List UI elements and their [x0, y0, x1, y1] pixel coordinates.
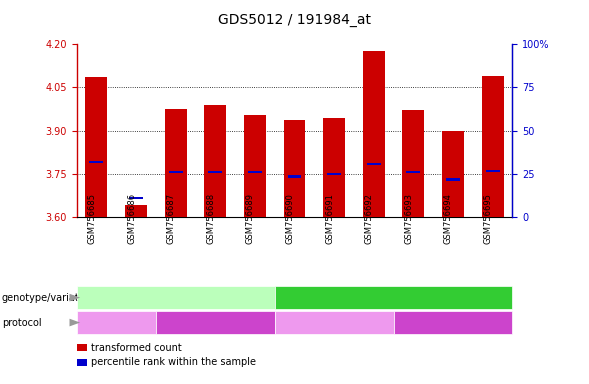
Text: genotype/variation: genotype/variation	[2, 293, 94, 303]
Text: ash-2 RNAi: ash-2 RNAi	[425, 318, 482, 328]
Bar	[363, 51, 385, 217]
Text: GSM756693: GSM756693	[405, 194, 413, 244]
Bar	[204, 104, 226, 217]
Bar	[248, 171, 262, 174]
Bar	[125, 205, 147, 217]
Text: GSM756691: GSM756691	[325, 194, 334, 244]
Text: GSM756686: GSM756686	[127, 193, 136, 245]
Bar	[442, 131, 464, 217]
Bar	[90, 161, 103, 164]
Bar	[367, 162, 380, 165]
Bar	[287, 175, 302, 178]
Bar	[327, 173, 341, 175]
Bar	[168, 171, 183, 174]
Text: empty vector: empty vector	[81, 318, 151, 328]
Text: GSM756685: GSM756685	[87, 194, 97, 244]
Text: GSM756687: GSM756687	[167, 193, 176, 245]
Text: GSM756695: GSM756695	[484, 194, 492, 244]
Bar	[486, 170, 499, 172]
Text: glp-1(e2141ts) mutant: glp-1(e2141ts) mutant	[335, 293, 453, 303]
Text: GSM756689: GSM756689	[246, 194, 255, 244]
Text: wild type: wild type	[152, 293, 200, 303]
Bar	[209, 171, 222, 174]
Text: percentile rank within the sample: percentile rank within the sample	[91, 357, 256, 367]
Bar	[244, 115, 266, 217]
Text: protocol: protocol	[2, 318, 41, 328]
Bar	[446, 179, 460, 181]
Bar	[323, 118, 345, 217]
Bar	[283, 121, 305, 217]
Bar	[85, 77, 107, 217]
Text: GSM756688: GSM756688	[206, 193, 215, 245]
Bar	[482, 76, 504, 217]
Text: empty vector: empty vector	[299, 318, 369, 328]
Text: GSM756690: GSM756690	[286, 194, 294, 244]
Bar	[406, 171, 421, 174]
Text: GSM756694: GSM756694	[444, 194, 453, 244]
Text: transformed count: transformed count	[91, 343, 182, 353]
Text: GSM756692: GSM756692	[365, 194, 374, 244]
Text: ash-2 RNAi: ash-2 RNAi	[187, 318, 244, 328]
Text: GDS5012 / 191984_at: GDS5012 / 191984_at	[218, 13, 371, 27]
Bar	[129, 197, 143, 199]
Bar	[165, 109, 187, 217]
Bar	[402, 111, 424, 217]
